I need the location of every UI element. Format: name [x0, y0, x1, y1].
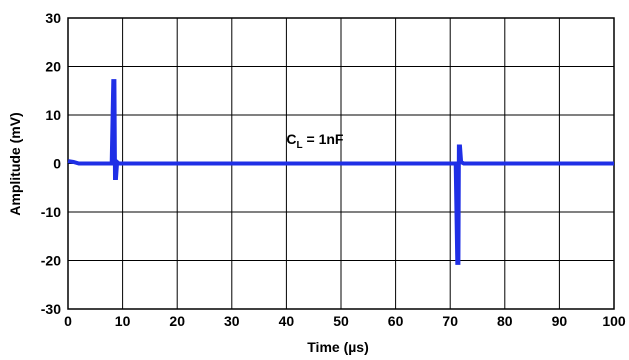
x-tick-label: 30 — [224, 313, 240, 329]
x-tick-label: 90 — [552, 313, 568, 329]
x-tick-label: 0 — [64, 313, 72, 329]
y-tick-label: 30 — [45, 10, 61, 26]
y-tick-label: -20 — [41, 253, 61, 269]
x-tick-label: 40 — [279, 313, 295, 329]
y-tick-label: 10 — [45, 107, 61, 123]
y-tick-label: -30 — [41, 301, 61, 317]
series-layer — [67, 79, 614, 265]
annotation-rest: = 1nF — [303, 131, 344, 147]
y-axis-label: Amplitude (mV) — [7, 112, 23, 215]
x-axis-label: Time (µs) — [307, 339, 369, 355]
y-tick-label: -10 — [41, 204, 61, 220]
tick-layer: 0 10 20 30 40 50 60 70 80 90 100 -30 -20 -10 0 10 20 30 — [41, 10, 626, 329]
y-tick-label: 20 — [45, 59, 61, 75]
signal-trace — [67, 79, 614, 265]
x-tick-label: 20 — [169, 313, 185, 329]
x-tick-label: 80 — [497, 313, 513, 329]
x-tick-label: 50 — [333, 313, 349, 329]
x-tick-label: 70 — [442, 313, 458, 329]
x-tick-label: 10 — [115, 313, 131, 329]
x-tick-label: 100 — [602, 313, 626, 329]
grid-layer — [67, 17, 615, 310]
annotation-main: C — [286, 131, 296, 147]
y-tick-label: 0 — [53, 156, 61, 172]
annotation-sub: L — [297, 140, 303, 151]
capacitance-annotation: CL = 1nF — [286, 131, 344, 151]
x-tick-label: 60 — [388, 313, 404, 329]
